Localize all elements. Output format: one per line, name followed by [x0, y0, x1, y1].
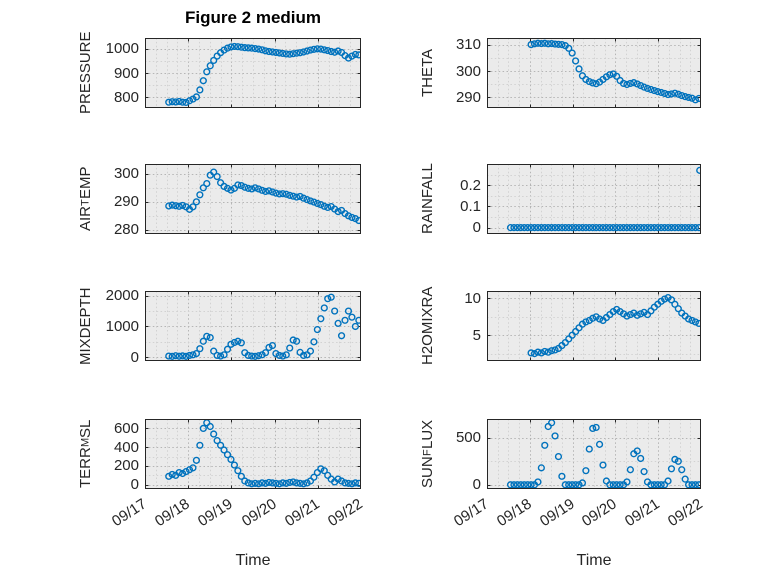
- y-tick-label: 500: [455, 429, 481, 447]
- y-tick-labels: 0 200 400 600: [97, 419, 139, 493]
- y-tick-label: 10: [464, 289, 481, 307]
- y-tick-label: 0.1: [460, 197, 481, 215]
- plot-area-theta: [487, 38, 701, 108]
- subplot-sun-flux: SUN F LUX 0 500 09/17 09/18 09/19 09/20 09/21 09…: [419, 419, 706, 530]
- y-tick-label: 2000: [105, 287, 139, 305]
- y-tick-label: 290: [455, 88, 481, 106]
- y-tick-label: 1000: [105, 40, 139, 58]
- y-tick-labels: 290 300 310: [439, 36, 481, 108]
- y-axis-label-pressure: PRESSURE: [77, 31, 94, 115]
- subplot-mixdepth: MIXDEPTH 0 1000 2000: [77, 287, 361, 366]
- y-tick-label: 0: [130, 348, 139, 366]
- y-tick-label: 290: [113, 193, 139, 211]
- y-tick-labels: 0 1000 2000: [97, 287, 139, 366]
- y-tick-label: 310: [455, 36, 481, 54]
- y-tick-labels: 5 10: [439, 289, 481, 361]
- x-axis-label-time-left: Time: [235, 552, 271, 569]
- plot-area-terr-msl: [145, 419, 361, 489]
- y-tick-label: 900: [113, 64, 139, 82]
- y-axis-label-air-temp: AIR T EMP: [77, 166, 94, 232]
- x-tick-labels: 09/17 09/18 09/19 09/20 09/21 09/22: [451, 489, 706, 547]
- y-tick-label: 0: [472, 476, 481, 494]
- subplot-h2omixra: H2OMIXRA 5 10: [419, 287, 701, 365]
- subplot-rainfall: RAINFALL 0 0.1 0.2: [419, 164, 701, 236]
- subplot-air-temp: AIR T EMP 280 290 300: [77, 164, 361, 238]
- y-tick-label: 5: [472, 326, 481, 344]
- y-tick-label: 300: [113, 165, 139, 183]
- y-tick-label: 0: [130, 476, 139, 494]
- y-tick-labels: 0 500: [439, 419, 481, 493]
- plot-area-h2omixra: [487, 291, 701, 361]
- subplot-pressure: PRESSURE 800 900 1000: [77, 32, 361, 114]
- y-tick-label: 200: [113, 457, 139, 475]
- subplot-theta: THETA 290 300 310: [419, 36, 701, 108]
- y-axis-label-theta: THETA: [419, 48, 436, 98]
- y-tick-label: 1000: [105, 317, 139, 335]
- y-axis-label-sun-flux: SUN F LUX: [419, 420, 436, 488]
- x-tick-labels: 09/17 09/18 09/19 09/20 09/21 09/22: [109, 489, 366, 547]
- subplot-terr-msl: TERR M SL 0 200 400 600 09/17 09/18 09/19 09/20 0…: [77, 419, 366, 530]
- y-tick-labels: 800 900 1000: [97, 38, 139, 108]
- plot-area-air-temp: [145, 164, 361, 234]
- plot-area-mixdepth: [145, 291, 361, 361]
- y-tick-label: 280: [113, 221, 139, 239]
- y-tick-label: 800: [113, 88, 139, 106]
- y-tick-label: 0: [472, 219, 481, 237]
- y-tick-label: 0.2: [460, 176, 481, 194]
- plot-area-rainfall: [487, 164, 701, 234]
- y-tick-label: 300: [455, 62, 481, 80]
- y-axis-label-terr-msl: TERR M SL: [77, 419, 94, 489]
- y-tick-labels: 0 0.1 0.2: [439, 164, 481, 237]
- y-tick-label: 400: [113, 438, 139, 456]
- y-axis-label-rainfall: RAINFALL: [419, 163, 436, 235]
- y-axis-label-h2omixra: H2OMIXRA: [419, 286, 436, 366]
- y-tick-label: 600: [113, 419, 139, 437]
- x-axis-label-time-right: Time: [576, 552, 612, 569]
- plot-area-sun-flux: [487, 419, 701, 489]
- y-tick-labels: 280 290 300: [97, 164, 139, 238]
- figure-title: Figure 2 medium: [184, 8, 322, 27]
- y-axis-label-mixdepth: MIXDEPTH: [77, 287, 94, 365]
- plot-area-pressure: [145, 38, 361, 108]
